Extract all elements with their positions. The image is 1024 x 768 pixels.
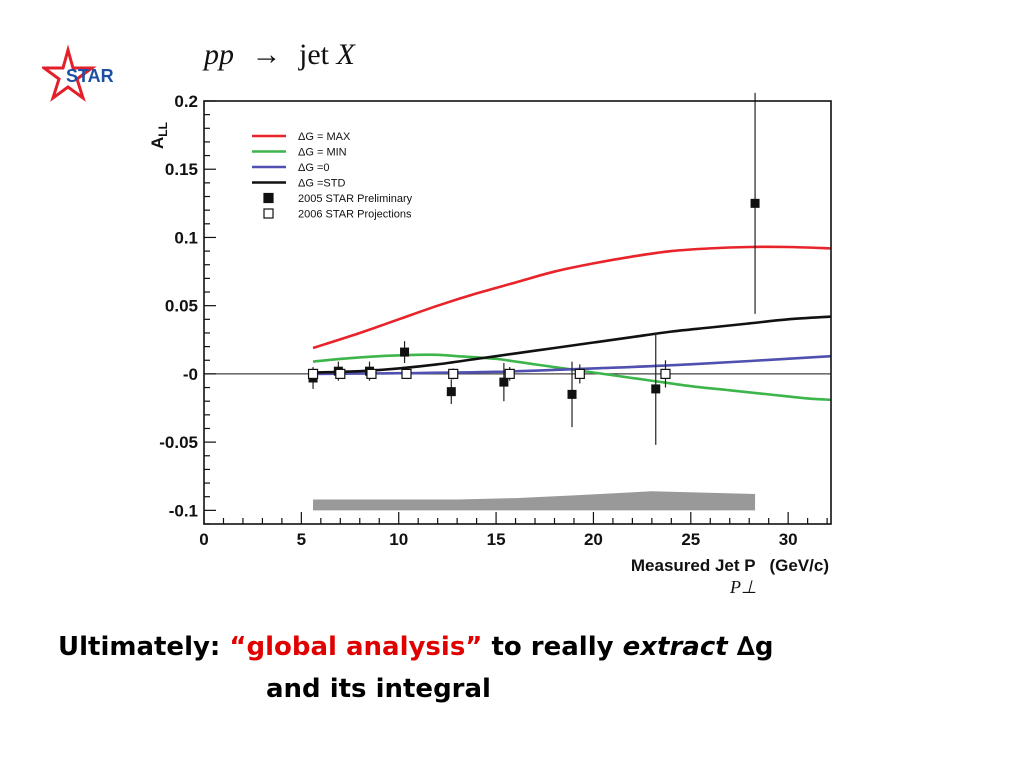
x-tick-label: 0 — [199, 530, 208, 549]
legend-marker — [263, 208, 274, 219]
x-axis-label: Measured Jet P (GeV/c) — [631, 556, 829, 575]
x-tick-label: 30 — [779, 530, 798, 549]
prelim-point — [651, 384, 661, 394]
x-tick-label: 10 — [389, 530, 408, 549]
projection-point — [574, 368, 585, 380]
systematic-band — [313, 491, 756, 511]
plot-frame — [203, 100, 832, 525]
process-arrow: → — [251, 38, 282, 71]
curve-layer — [312, 245, 832, 402]
y-tick-label: -0.1 — [169, 501, 198, 520]
caption-highlight: “global analysis” — [229, 632, 483, 662]
x-tick-label: 20 — [584, 530, 603, 549]
legend-label: 2006 STAR Projections — [298, 209, 412, 221]
prelim-point — [567, 389, 577, 399]
caption-suffix: ∆g — [727, 632, 774, 662]
prelim-point — [499, 377, 509, 387]
projection-point — [401, 368, 412, 380]
caption-prefix: Ultimately: — [58, 632, 230, 662]
tick-layer: 0 5 10 15 20 25 30 -0.1 -0.05 -0 0.05 0.1 0.15 0.2 — [159, 92, 828, 549]
curve-dg-max — [312, 245, 832, 350]
y-tick-label: -0 — [183, 365, 198, 384]
star-logo-text: STAR — [66, 66, 114, 86]
caption-middle: to really — [482, 632, 623, 662]
systematic-band-layer — [313, 491, 756, 511]
legend-label: 2005 STAR Preliminary — [298, 193, 413, 205]
projection-point — [448, 368, 459, 380]
process-jet: jet — [299, 38, 329, 71]
y-tick-label: 0.15 — [165, 160, 198, 179]
caption-line-1: Ultimately: “global analysis” to really … — [58, 632, 773, 662]
curve-dg-zero — [313, 354, 832, 376]
y-axis-label: ALL — [148, 122, 170, 149]
caption-italic: extract — [622, 632, 728, 662]
prelim-point — [400, 347, 410, 357]
projection-point — [307, 368, 319, 380]
x-tick-label: 15 — [487, 530, 506, 549]
x-axis-pperp-label: P⊥ — [730, 577, 757, 597]
y-axis-label-sub: LL — [156, 122, 170, 137]
star-logo-shape — [42, 44, 97, 102]
projection-point — [504, 368, 515, 380]
legend-label: ΔG =STD — [298, 178, 345, 190]
curve-dg-min — [312, 353, 832, 402]
x-tick-label: 25 — [681, 530, 700, 549]
process-lhs: pp — [204, 38, 234, 71]
x-tick-label: 5 — [297, 530, 306, 549]
prelim-point — [750, 198, 760, 208]
y-axis-label-main: A — [148, 137, 167, 149]
process-x: X — [336, 38, 355, 71]
legend-label: ΔG = MAX — [298, 131, 351, 143]
legend: ΔG = MAX ΔG = MIN ΔG =0 ΔG =STD 2005 STAR Pr… — [252, 131, 413, 221]
y-tick-label: -0.05 — [159, 433, 198, 452]
process-formula: pp → jet X — [204, 38, 355, 72]
y-tick-label: 0.1 — [174, 228, 198, 247]
legend-marker — [263, 192, 274, 204]
legend-label: ΔG = MIN — [298, 147, 347, 159]
projection-point — [366, 368, 377, 380]
legend-label: ΔG =0 — [298, 162, 330, 174]
y-tick-label: 0.05 — [165, 297, 198, 316]
projection-point — [335, 368, 346, 380]
prelim-point — [446, 387, 456, 397]
projection-point — [660, 368, 671, 380]
data-point-layer — [307, 92, 760, 445]
y-tick-label: 0.2 — [174, 92, 198, 111]
caption-line-2: and its integral — [266, 674, 491, 704]
curve-dg-std — [313, 315, 832, 374]
star-logo: STAR — [42, 44, 114, 102]
